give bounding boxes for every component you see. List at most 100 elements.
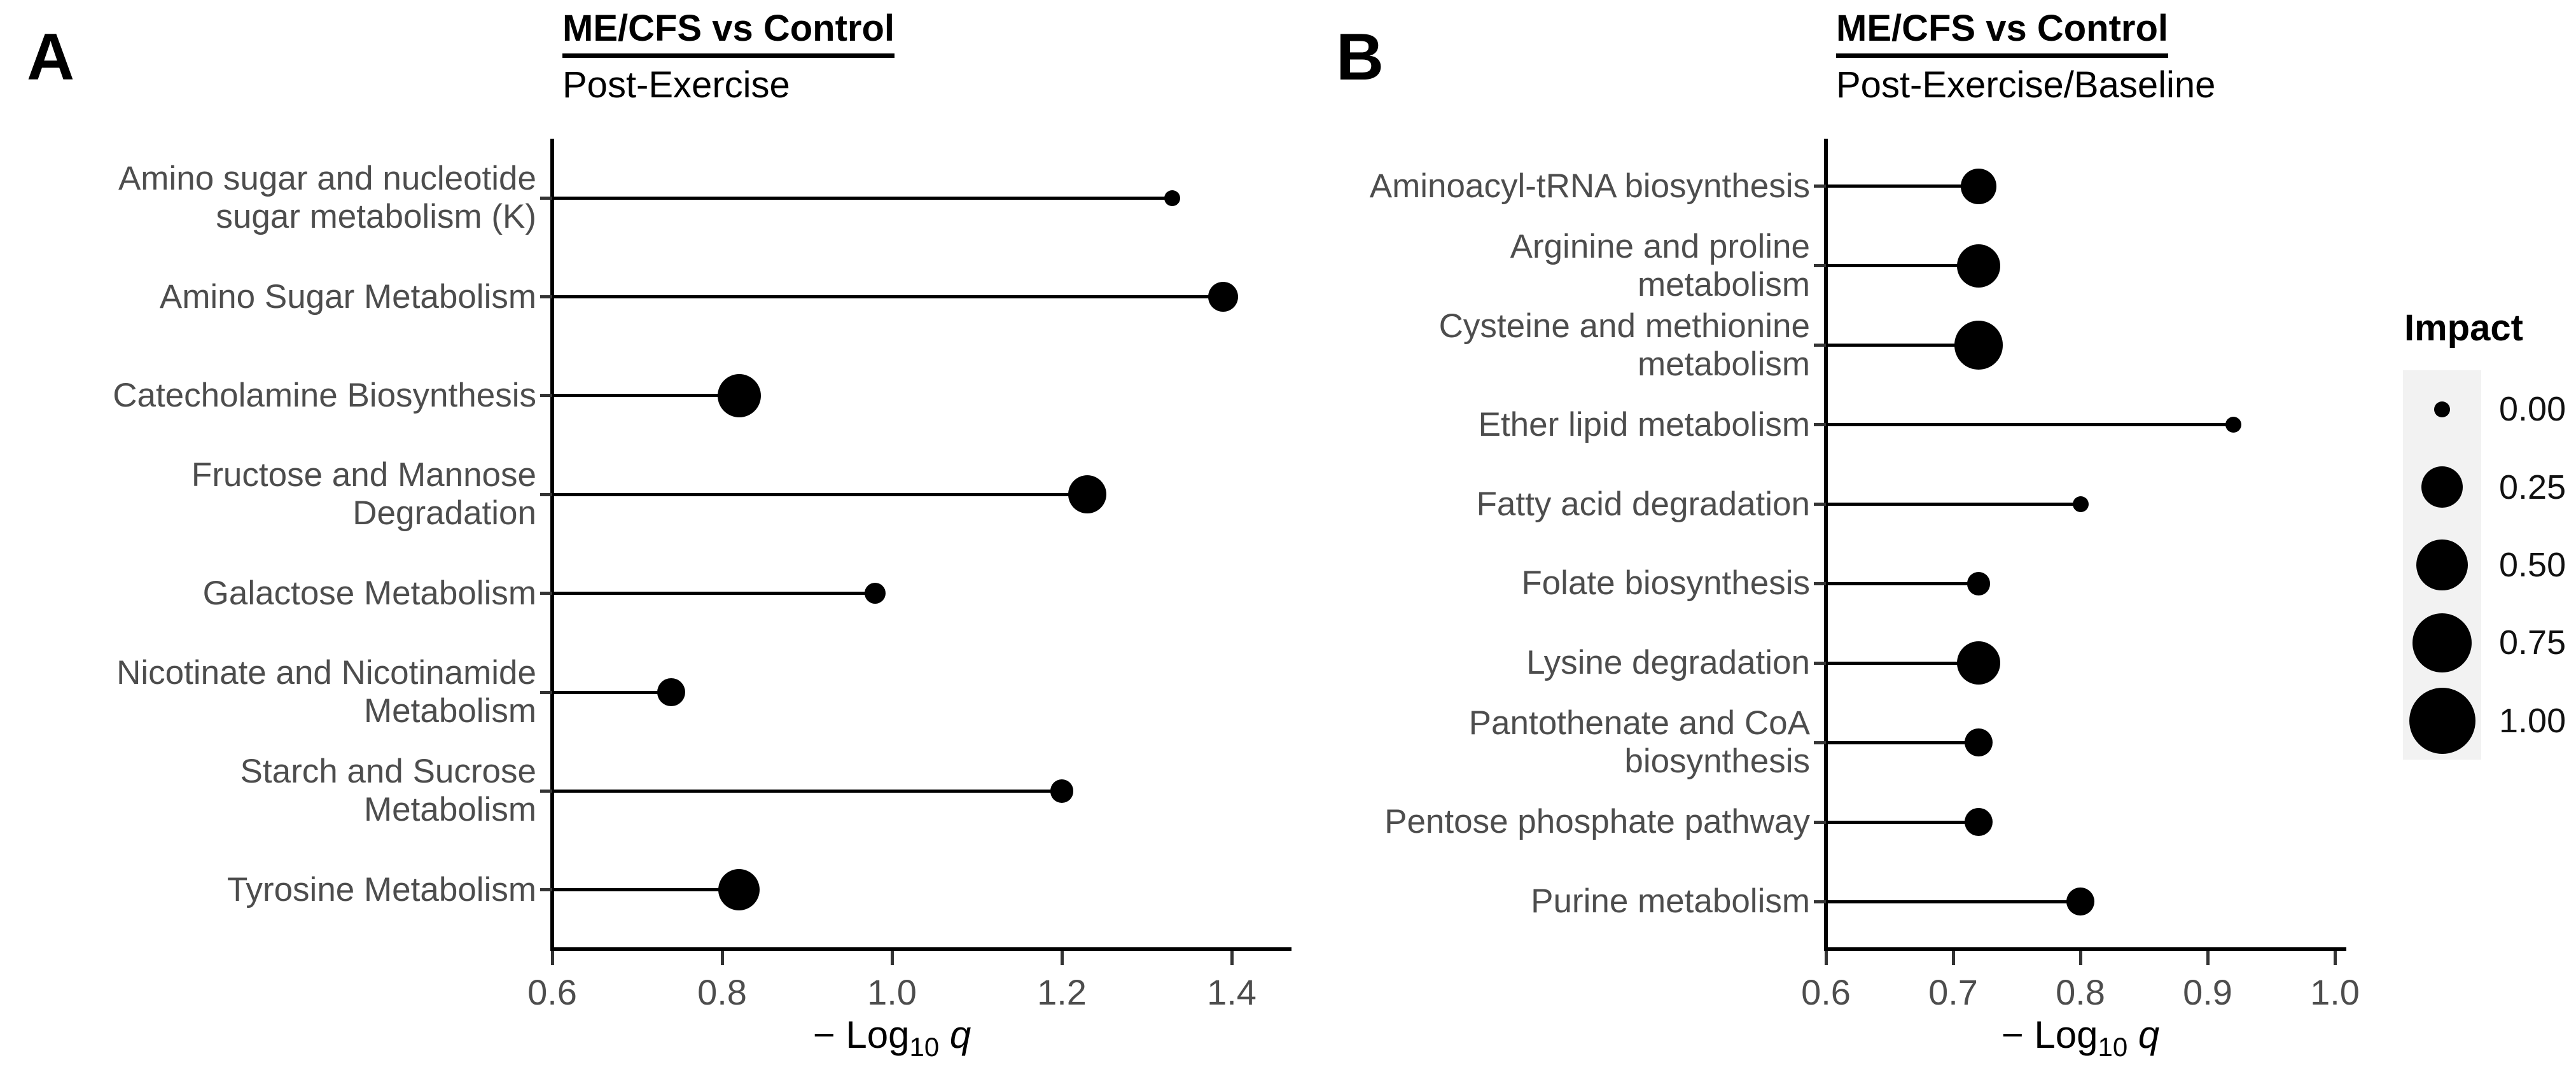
- lollipop-stem: [552, 789, 1062, 793]
- category-label: Folate biosynthesis: [1521, 564, 1810, 602]
- x-tick-mark: [720, 951, 724, 965]
- category-label: Aminoacyl-tRNA biosynthesis: [1369, 167, 1810, 205]
- lollipop-dot: [1050, 779, 1074, 803]
- lollipop-dot: [718, 869, 760, 911]
- y-tick-mark: [540, 592, 552, 595]
- legend-value-label: 0.50: [2499, 546, 2566, 584]
- panel-a-letter: A: [27, 20, 75, 94]
- lollipop-dot: [1964, 807, 1993, 837]
- category-label: Cysteine and methionine metabolism: [1438, 307, 1810, 383]
- legend-value-label: 0.25: [2499, 468, 2566, 506]
- lollipop-dot: [2072, 496, 2089, 513]
- y-tick-mark: [1814, 820, 1826, 824]
- x-tick-label: 0.7: [1928, 972, 1978, 1012]
- x-tick-label: 0.9: [2183, 972, 2232, 1012]
- x-tick-label: 1.0: [867, 972, 917, 1012]
- y-tick-mark: [1814, 581, 1826, 585]
- y-tick-mark: [1814, 900, 1826, 903]
- lollipop-dot: [1954, 321, 2003, 370]
- lollipop-stem: [552, 394, 739, 398]
- lollipop-stem: [552, 592, 875, 595]
- lollipop-dot: [864, 583, 886, 604]
- category-label: Tyrosine Metabolism: [226, 870, 536, 908]
- x-tick-label: 1.2: [1037, 972, 1087, 1012]
- y-tick-mark: [1814, 264, 1826, 268]
- x-axis-line: [1824, 947, 2346, 951]
- category-label: Nicotinate and Nicotinamide Metabolism: [116, 654, 536, 730]
- y-tick-mark: [540, 492, 552, 496]
- x-tick-mark: [2333, 951, 2337, 965]
- lollipop-dot: [1208, 281, 1239, 312]
- y-tick-mark: [540, 196, 552, 200]
- panel-a-subtitle: Post-Exercise: [562, 64, 790, 106]
- x-tick-mark: [2206, 951, 2210, 965]
- legend-dot: [2409, 687, 2475, 754]
- y-axis-line: [1824, 139, 1828, 949]
- y-tick-mark: [540, 789, 552, 793]
- y-tick-mark: [1814, 661, 1826, 665]
- lollipop-stem: [1826, 661, 1979, 665]
- lollipop-dot: [1964, 728, 1993, 757]
- lollipop-stem: [552, 295, 1223, 299]
- y-tick-mark: [540, 394, 552, 398]
- x-tick-label: 0.6: [1801, 972, 1851, 1012]
- category-label: Fatty acid degradation: [1476, 485, 1810, 523]
- x-tick-mark: [550, 951, 554, 965]
- lollipop-dot: [1164, 190, 1181, 206]
- legend-dot: [2416, 539, 2468, 591]
- lollipop-stem: [1826, 184, 1979, 188]
- panel-a-title-block: ME/CFS vs Control Post-Exercise: [562, 8, 895, 107]
- legend-value-label: 1.00: [2499, 701, 2566, 740]
- category-label: Ether lipid metabolism: [1478, 405, 1810, 443]
- x-tick-mark: [2078, 951, 2082, 965]
- lollipop-dot: [2225, 417, 2241, 433]
- x-tick-mark: [1060, 951, 1064, 965]
- x-tick-mark: [1951, 951, 1955, 965]
- y-tick-mark: [1814, 503, 1826, 506]
- category-label: Pantothenate and CoA biosynthesis: [1468, 704, 1810, 781]
- category-label: Purine metabolism: [1531, 882, 1810, 921]
- y-tick-mark: [1814, 184, 1826, 188]
- legend-value-label: 0.75: [2499, 623, 2566, 662]
- x-tick-label: 0.6: [527, 972, 577, 1012]
- category-label: Fructose and Mannose Degradation: [191, 456, 536, 533]
- y-tick-mark: [540, 295, 552, 299]
- lollipop-dot: [1956, 641, 2001, 685]
- lollipop-stem: [552, 196, 1173, 200]
- y-tick-mark: [540, 888, 552, 892]
- category-label: Galactose Metabolism: [202, 574, 536, 612]
- y-tick-mark: [1814, 423, 1826, 427]
- panel-b-title-block: ME/CFS vs Control Post-Exercise/Baseline: [1836, 8, 2215, 107]
- panel-a-x-axis-label: − Log10 q: [812, 1013, 971, 1062]
- panel-b-title: ME/CFS vs Control: [1836, 8, 2215, 58]
- legend-title: Impact: [2404, 307, 2523, 349]
- lollipop-stem: [1826, 820, 1979, 824]
- lollipop-stem: [1826, 423, 2233, 427]
- category-label: Lysine degradation: [1526, 644, 1810, 682]
- x-tick-label: 1.0: [2310, 972, 2360, 1012]
- lollipop-stem: [1826, 264, 1979, 268]
- lollipop-stem: [552, 888, 739, 892]
- category-label: Catecholamine Biosynthesis: [113, 377, 536, 414]
- lollipop-dot: [657, 678, 686, 707]
- legend-dot: [2434, 401, 2450, 417]
- y-tick-mark: [540, 690, 552, 694]
- category-label: Starch and Sucrose Metabolism: [240, 753, 536, 829]
- y-tick-mark: [1814, 344, 1826, 347]
- x-tick-mark: [1230, 951, 1234, 965]
- panel-a-title: ME/CFS vs Control: [562, 8, 895, 58]
- lollipop-dot: [1967, 572, 1991, 595]
- y-tick-mark: [1814, 741, 1826, 744]
- x-tick-label: 0.8: [697, 972, 747, 1012]
- lollipop-dot: [717, 373, 761, 418]
- lollipop-dot: [1956, 244, 2001, 288]
- x-axis-line: [550, 947, 1291, 951]
- legend-dot: [2421, 466, 2463, 508]
- x-tick-mark: [1824, 951, 1828, 965]
- lollipop-stem: [1826, 503, 2080, 506]
- x-tick-label: 0.8: [2056, 972, 2105, 1012]
- panel-b-x-axis-label: − Log10 q: [2001, 1013, 2160, 1062]
- lollipop-dot: [2066, 887, 2095, 916]
- lollipop-stem: [1826, 900, 2080, 903]
- lollipop-stem: [552, 492, 1088, 496]
